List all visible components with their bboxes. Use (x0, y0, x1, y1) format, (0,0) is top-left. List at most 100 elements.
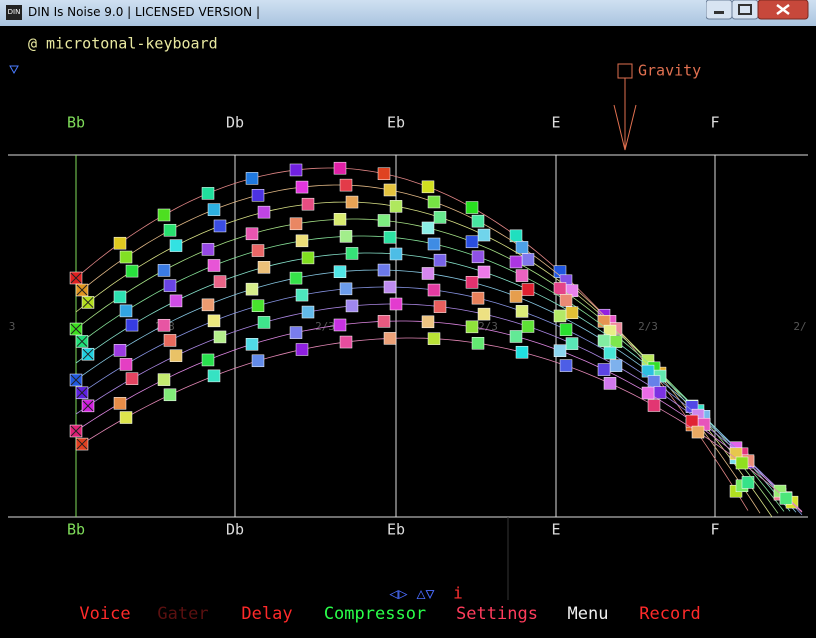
voice-point[interactable] (345, 195, 359, 209)
nav-arrows[interactable]: ◁▷ △▽ (389, 585, 434, 603)
voice-point[interactable] (339, 335, 353, 349)
voice-point[interactable] (201, 298, 215, 312)
voice-point[interactable] (213, 275, 227, 288)
voice-point[interactable] (125, 372, 139, 385)
voice-point[interactable] (471, 291, 485, 305)
voice-point[interactable] (433, 300, 447, 313)
voice-point[interactable] (377, 167, 391, 180)
voice-point[interactable] (289, 163, 303, 177)
voice-point[interactable] (207, 259, 221, 272)
voice-point[interactable] (515, 241, 529, 254)
voice-point[interactable] (257, 261, 271, 274)
voice-point[interactable] (597, 363, 611, 376)
voice-point[interactable] (641, 386, 655, 400)
menu-item[interactable]: Settings (456, 604, 538, 624)
voice-point[interactable] (471, 336, 485, 350)
keyboard-view[interactable]: @ microtonal-keyboard Gravity Bb Bb Db Db Eb… (0, 26, 816, 638)
voice-point[interactable] (213, 330, 227, 344)
voice-point[interactable] (377, 214, 391, 227)
voice-point[interactable] (471, 214, 485, 228)
minimize-button[interactable] (706, 0, 733, 20)
voice-point[interactable] (119, 358, 133, 371)
voice-point[interactable] (113, 344, 127, 357)
menu-item[interactable]: Compressor (324, 604, 426, 624)
menu-item[interactable]: Delay (241, 604, 292, 624)
voice-point[interactable] (427, 283, 441, 297)
voice-point[interactable] (251, 189, 265, 202)
menu-item[interactable]: Record (639, 604, 700, 624)
voice-point[interactable] (389, 297, 403, 311)
voice-point[interactable] (163, 279, 177, 292)
voice-point[interactable] (245, 282, 259, 296)
voice-point[interactable] (257, 205, 271, 219)
voice-point[interactable] (295, 288, 309, 302)
voice-point[interactable] (157, 208, 171, 222)
voice-point[interactable] (163, 223, 177, 237)
voice-point[interactable] (465, 235, 479, 249)
voice-point[interactable] (333, 265, 347, 278)
voice-point[interactable] (565, 306, 579, 319)
voice-point[interactable] (163, 334, 177, 347)
voice-point[interactable] (509, 255, 523, 269)
voice-point[interactable] (169, 349, 183, 362)
voice-point[interactable] (465, 276, 479, 289)
voice-point[interactable] (779, 492, 793, 505)
voice-point[interactable] (515, 305, 529, 318)
voice-point[interactable] (383, 230, 397, 244)
maximize-button[interactable] (731, 0, 759, 20)
voice-point[interactable] (201, 243, 215, 256)
voice-point[interactable] (245, 338, 259, 351)
voice-point[interactable] (477, 228, 491, 242)
voice-point[interactable] (427, 237, 441, 251)
voice-point[interactable] (389, 247, 403, 261)
voice-point[interactable] (515, 345, 529, 359)
voice-point[interactable] (125, 318, 139, 332)
voice-point[interactable] (383, 280, 397, 294)
voice-point[interactable] (389, 200, 403, 213)
voice-point[interactable] (339, 230, 353, 243)
voice-point[interactable] (421, 180, 435, 194)
voice-point[interactable] (157, 318, 171, 332)
voice-point[interactable] (597, 334, 611, 348)
voice-point[interactable] (603, 346, 617, 360)
voice-point[interactable] (345, 247, 359, 260)
voice-point[interactable] (113, 397, 127, 410)
dropdown-marker[interactable] (9, 65, 19, 75)
voice-point[interactable] (647, 399, 661, 412)
voice-point[interactable] (509, 229, 523, 243)
voice-point[interactable] (471, 250, 485, 264)
voice-point[interactable] (113, 290, 127, 304)
voice-point[interactable] (301, 305, 315, 319)
voice-point[interactable] (509, 330, 523, 343)
voice-point[interactable] (741, 476, 755, 489)
voice-point[interactable] (377, 263, 391, 277)
voice-point[interactable] (339, 178, 353, 192)
window-controls[interactable] (706, 0, 810, 20)
voice-point[interactable] (465, 320, 479, 334)
voice-point[interactable] (245, 172, 259, 185)
voice-point[interactable] (421, 221, 435, 235)
voice-point[interactable] (377, 315, 391, 328)
voice-point[interactable] (515, 269, 529, 282)
voice-point[interactable] (251, 354, 265, 368)
voice-point[interactable] (559, 323, 573, 336)
voice-point[interactable] (553, 344, 567, 357)
voice-point[interactable] (653, 386, 667, 399)
voice-point[interactable] (295, 180, 309, 194)
voice-point[interactable] (383, 332, 397, 345)
voice-point[interactable] (333, 318, 347, 332)
voice-point[interactable] (257, 316, 271, 329)
voice-point[interactable] (477, 265, 491, 279)
voice-point[interactable] (295, 343, 309, 356)
voice-point[interactable] (201, 353, 215, 367)
voice-point[interactable] (691, 425, 705, 439)
voice-point[interactable] (427, 332, 441, 345)
voice-point[interactable] (433, 211, 447, 224)
voice-point[interactable] (553, 282, 567, 295)
menu-item[interactable]: Voice (79, 604, 130, 624)
voice-point[interactable] (333, 213, 347, 226)
voice-point[interactable] (201, 187, 215, 200)
gravity-handle[interactable] (617, 63, 633, 79)
voice-point[interactable] (521, 320, 535, 333)
voice-point[interactable] (433, 253, 447, 267)
